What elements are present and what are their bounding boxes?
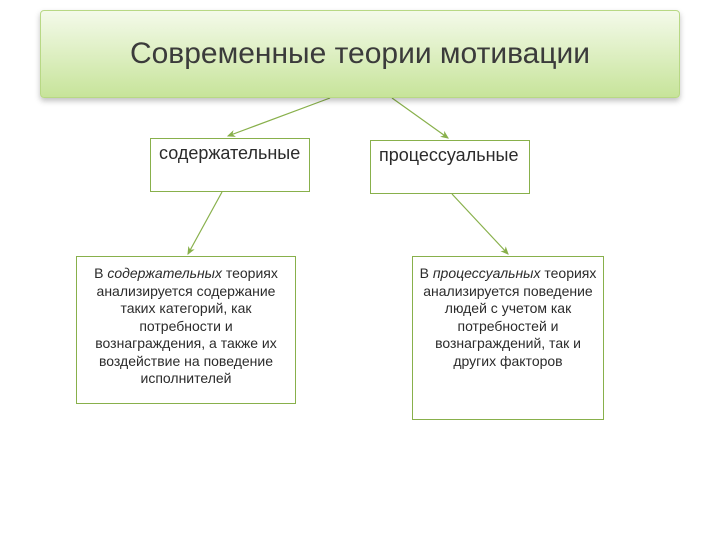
diagram-title: Современные теории мотивации xyxy=(40,10,680,98)
connector-arrow xyxy=(228,98,330,136)
connector-arrow xyxy=(452,194,508,254)
node-content-theories-label: содержательные xyxy=(159,143,300,163)
node-process-theories-label: процессуальные xyxy=(379,145,518,165)
desc-right-italic: процессуальных xyxy=(433,265,541,281)
desc-left-prefix: В xyxy=(94,265,107,281)
desc-right-prefix: В xyxy=(420,265,433,281)
desc-left-rest: теориях анализируется содержание таких к… xyxy=(95,265,278,386)
description-process-theories: В процессуальных теориях анализируется п… xyxy=(412,256,604,420)
connector-arrow xyxy=(392,98,448,138)
node-process-theories: процессуальные xyxy=(370,140,530,194)
node-content-theories: содержательные xyxy=(150,138,310,192)
diagram-title-text: Современные теории мотивации xyxy=(130,37,590,72)
connector-arrow xyxy=(188,192,222,254)
description-content-theories: В содержательных теориях анализируется с… xyxy=(76,256,296,404)
desc-left-italic: содержательных xyxy=(107,265,222,281)
